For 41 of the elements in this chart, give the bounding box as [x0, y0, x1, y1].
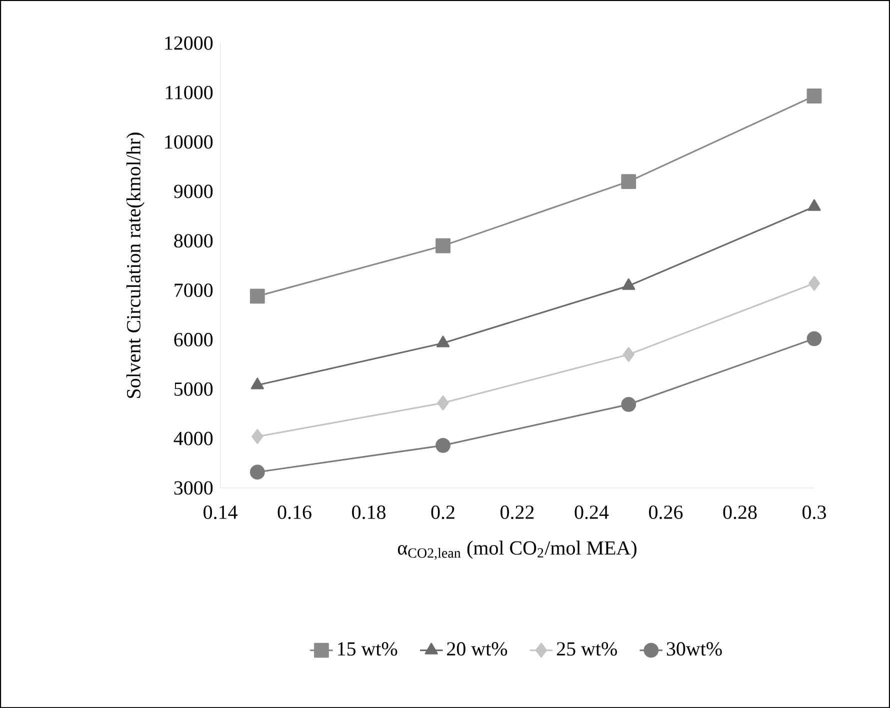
- x-tick-label: 0.26: [649, 505, 683, 519]
- y-tick-label: 11000: [166, 86, 213, 100]
- x-tick-label: 0.16: [278, 505, 312, 519]
- x-tick-label: 0.18: [352, 505, 386, 519]
- point: [621, 174, 636, 189]
- point: [808, 199, 821, 211]
- point: [436, 238, 450, 254]
- point: [436, 438, 450, 453]
- x-tick-label: 0.2: [431, 505, 454, 519]
- y-tick-label: 10000: [165, 135, 213, 149]
- point: [621, 396, 636, 412]
- legend-label: 25 wt%: [556, 642, 617, 656]
- legend-label: 30wt%: [666, 642, 722, 656]
- y-tick-label: 3000: [174, 481, 213, 495]
- legend-label: 20 wt%: [447, 642, 508, 656]
- y-tick-label: 7000: [174, 283, 213, 297]
- y-axis-title: Solvent Circulation rate(kmol/hr): [126, 132, 145, 398]
- point: [806, 88, 822, 104]
- point: [252, 428, 264, 444]
- x-tick-label: 0.22: [500, 505, 534, 519]
- y-tick-label: 8000: [174, 234, 213, 248]
- x-axis-title: α$_{CO2,lean}$ (mol CO$_{2}$/mol MEA): [398, 540, 636, 560]
- point: [436, 336, 450, 348]
- x-tick-label: 0.28: [723, 505, 757, 519]
- y-tick-label: 6000: [174, 332, 213, 346]
- x-tick-label: 0.3: [802, 505, 826, 519]
- point: [250, 288, 265, 304]
- y-tick-label: 4000: [174, 432, 213, 446]
- point: [622, 278, 636, 290]
- y-tick-label: 5000: [174, 382, 213, 396]
- x-tick-label: 0.14: [204, 505, 238, 519]
- point: [808, 276, 820, 291]
- point: [250, 378, 264, 390]
- point: [250, 464, 265, 480]
- y-tick-label: 12000: [165, 36, 213, 50]
- point: [806, 331, 822, 346]
- y-tick-label: 9000: [174, 184, 213, 198]
- point: [437, 395, 449, 410]
- x-tick-label: 0.24: [574, 505, 609, 519]
- point: [622, 346, 634, 362]
- legend-label: 15 wt%: [338, 642, 398, 656]
